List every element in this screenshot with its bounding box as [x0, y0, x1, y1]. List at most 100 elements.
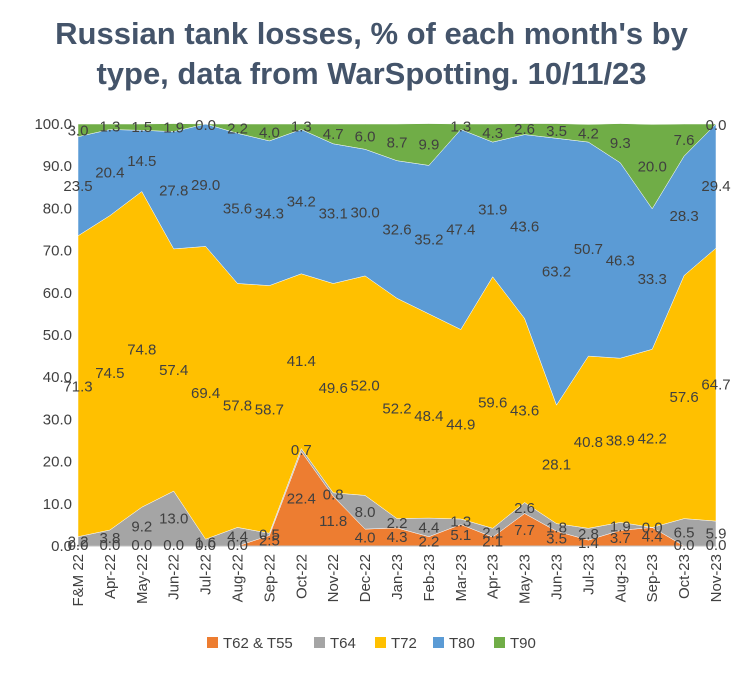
data-label-t80: 43.6	[510, 219, 539, 236]
data-label-t90: 0.0	[706, 117, 727, 134]
data-label-t62-t55: 22.4	[287, 491, 316, 508]
data-label-t90: 6.0	[355, 129, 376, 146]
data-label-t64: 4.4	[418, 519, 439, 536]
data-label-t90: 3.0	[68, 122, 89, 139]
data-label-t72: 71.3	[63, 378, 92, 395]
data-label-t64: 0.8	[323, 487, 344, 504]
data-label-t90: 3.5	[546, 123, 567, 140]
data-label-t64: 2.6	[514, 500, 535, 517]
data-label-t80: 35.6	[223, 200, 252, 217]
x-tick-label: Dec-22	[357, 554, 374, 602]
data-label-t90: 9.9	[418, 136, 439, 153]
data-label-t64: 3.8	[99, 530, 120, 547]
data-label-t62-t55: 3.7	[610, 530, 631, 547]
x-tick-label: Jun-23	[549, 554, 566, 600]
data-label-t90: 0.0	[195, 117, 216, 134]
data-label-t64: 8.0	[355, 504, 376, 521]
axis-layer: 0.0 10.0 20.0 30.0 40.0 50.0 60.0 70.0 80.0 90.0 1…	[34, 116, 725, 607]
y-tick-label: 80.0	[43, 200, 72, 217]
data-label-t80: 29.4	[701, 178, 730, 195]
x-tick-label: May-22	[134, 554, 151, 604]
data-label-t64: 2.8	[578, 526, 599, 543]
data-label-t90: 7.6	[674, 132, 695, 149]
y-tick-label: 70.0	[43, 243, 72, 260]
data-label-t62-t55: 0.0	[68, 537, 89, 554]
data-label-t80: 34.2	[287, 194, 316, 211]
data-label-t72: 57.4	[159, 362, 188, 379]
data-label-t64: 1.8	[546, 519, 567, 536]
data-label-t80: 23.5	[63, 178, 92, 195]
x-tick-label: Nov-23	[708, 554, 725, 602]
y-tick-label: 0.0	[51, 538, 72, 555]
data-label-t90: 1.3	[450, 119, 471, 136]
areas-layer	[77, 123, 717, 547]
data-label-t62-t55: 0.0	[227, 537, 248, 554]
legend-label-t62-t55: T62 & T55	[223, 635, 293, 652]
data-label-t80: 29.0	[191, 177, 220, 194]
data-label-t72: 28.1	[542, 456, 571, 473]
data-label-t64: 5.9	[706, 526, 727, 543]
data-label-t90: 1.5	[131, 119, 152, 136]
data-label-t62-t55: 0.0	[674, 537, 695, 554]
data-label-t90: 8.7	[387, 134, 408, 151]
data-label-t72: 52.0	[350, 378, 379, 395]
legend: T62 & T55 T64 T72 T80 T90	[207, 635, 536, 652]
data-label-t90: 9.3	[610, 135, 631, 152]
y-tick-label: 40.0	[43, 369, 72, 386]
data-label-t80: 31.9	[478, 201, 507, 218]
data-label-t80: 32.6	[382, 222, 411, 239]
data-label-t64: 1.9	[610, 518, 631, 535]
data-label-t72: 58.7	[255, 401, 284, 418]
legend-swatch-t62-t55	[207, 637, 218, 648]
legend-swatch-t80	[433, 637, 444, 648]
data-label-t80: 20.4	[95, 165, 124, 182]
data-label-t62-t55: 2.1	[482, 534, 503, 551]
data-label-t64: 2.2	[387, 515, 408, 532]
data-label-t62-t55: 0.0	[163, 537, 184, 554]
data-label-t72: 57.6	[669, 389, 698, 406]
data-label-t64: 0.5	[259, 526, 280, 543]
data-label-t62-t55: 2.5	[259, 533, 280, 550]
data-label-t64: 0.0	[642, 519, 663, 536]
x-tick-label: Jun-22	[166, 554, 183, 600]
data-label-t72: 57.8	[223, 397, 252, 414]
data-label-t90: 1.3	[291, 119, 312, 136]
data-label-t90: 1.9	[163, 120, 184, 137]
y-tick-label: 100.0	[34, 116, 72, 133]
data-label-t80: 63.2	[542, 264, 571, 281]
data-label-t90: 2.2	[227, 121, 248, 138]
y-tick-label: 90.0	[43, 158, 72, 175]
data-label-t72: 42.2	[638, 430, 667, 447]
y-tick-label: 60.0	[43, 285, 72, 302]
x-tick-label: Feb-23	[421, 554, 438, 602]
data-label-t80: 30.0	[350, 205, 379, 222]
x-tick-label: Jul-22	[198, 554, 215, 595]
legend-swatch-t72	[375, 637, 386, 648]
area-t90	[77, 123, 717, 210]
data-label-t62-t55: 7.7	[514, 522, 535, 539]
x-tick-label: Oct-23	[676, 554, 693, 599]
data-label-t62-t55: 5.1	[450, 527, 471, 544]
data-label-t80: 46.3	[606, 253, 635, 270]
data-label-t72: 59.6	[478, 395, 507, 412]
data-label-t62-t55: 0.0	[99, 537, 120, 554]
data-label-t62-t55: 3.5	[546, 531, 567, 548]
data-label-t62-t55: 4.0	[355, 530, 376, 547]
data-label-t90: 4.0	[259, 124, 280, 141]
data-label-t64: 1.3	[450, 514, 471, 531]
data-label-t72: 41.4	[287, 353, 316, 370]
data-label-t90: 4.3	[482, 125, 503, 142]
data-label-t72: 49.6	[319, 380, 348, 397]
data-label-t64: 1.6	[195, 535, 216, 552]
data-label-t90: 1.3	[99, 119, 120, 136]
data-label-t64: 9.2	[131, 519, 152, 536]
data-label-t62-t55: 0.0	[131, 537, 152, 554]
data-label-t64: 0.7	[291, 442, 312, 459]
data-label-t80: 35.2	[414, 232, 443, 249]
data-label-t62-t55: 1.4	[578, 535, 599, 552]
data-label-t80: 47.4	[446, 222, 475, 239]
x-tick-label: Nov-22	[325, 554, 342, 602]
data-label-t62-t55: 0.0	[195, 537, 216, 554]
